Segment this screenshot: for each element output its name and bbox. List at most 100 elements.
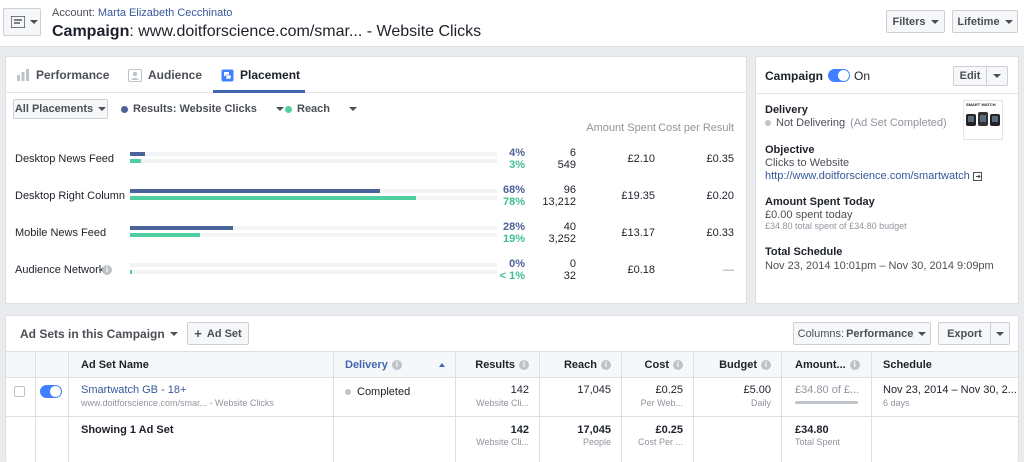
amount-spent: £13.17 bbox=[621, 227, 655, 239]
col-divider bbox=[455, 352, 456, 462]
results-count: 96 bbox=[563, 184, 576, 196]
tab-performance[interactable]: Performance bbox=[16, 68, 109, 82]
results-count: 6 bbox=[569, 147, 576, 159]
col-amount-spent: Amount Spent bbox=[586, 122, 656, 134]
campaign-menu-button[interactable] bbox=[3, 8, 41, 36]
row-checkbox[interactable] bbox=[14, 386, 25, 397]
side-divider bbox=[756, 93, 1018, 94]
adset-reach: 17,045 bbox=[577, 384, 611, 396]
chevron-down-icon bbox=[930, 19, 939, 24]
chevron-down-icon bbox=[1004, 19, 1013, 24]
info-icon[interactable]: i bbox=[761, 359, 771, 370]
add-adset-button[interactable]: + Ad Set bbox=[187, 322, 249, 345]
filters-label: Filters bbox=[892, 15, 926, 28]
reach-count: 3,252 bbox=[548, 233, 576, 245]
tab-audience[interactable]: Audience bbox=[128, 68, 202, 82]
columns-button[interactable]: Columns: Performance bbox=[793, 322, 931, 345]
header-results-label: Results bbox=[475, 358, 515, 371]
header-adset-name[interactable]: Ad Set Name bbox=[81, 358, 149, 371]
chevron-down-icon bbox=[169, 332, 178, 336]
total-reach: 17,045 bbox=[577, 424, 611, 436]
adset-budget-sub: Daily bbox=[750, 398, 771, 408]
adset-toggle[interactable] bbox=[40, 385, 62, 398]
results-count: 0 bbox=[569, 258, 576, 270]
legend-reach[interactable]: Reach bbox=[285, 103, 358, 115]
chevron-down-icon bbox=[275, 107, 284, 111]
header-results[interactable]: Results i bbox=[456, 352, 529, 377]
reach-bar bbox=[130, 270, 132, 274]
amount-spent: £0.18 bbox=[627, 264, 655, 276]
info-icon[interactable]: i bbox=[391, 359, 402, 370]
legend-reach-swatch bbox=[285, 105, 292, 113]
reach-pct: 19% bbox=[502, 233, 525, 245]
watch-image-icon bbox=[966, 112, 1000, 126]
amount-progress-bar bbox=[795, 401, 858, 404]
legend-results-swatch bbox=[121, 105, 128, 113]
adset-results: 142 bbox=[510, 384, 529, 396]
info-icon[interactable]: i bbox=[673, 359, 683, 370]
adset-budget: £5.00 bbox=[743, 384, 771, 396]
campaign-name: : www.doitforscience.com/smar... - Websi… bbox=[129, 23, 482, 40]
toggle-state: On bbox=[854, 69, 871, 83]
total-results-sub: Website Cli... bbox=[476, 437, 529, 447]
results-pct: 0% bbox=[509, 258, 525, 270]
results-bar bbox=[130, 189, 380, 193]
page-title: Campaign: www.doitforscience.com/smar...… bbox=[52, 23, 481, 41]
campaign-toggle[interactable] bbox=[828, 69, 850, 82]
tab-audience-label: Audience bbox=[148, 68, 203, 82]
edit-menu-button[interactable] bbox=[986, 66, 1008, 86]
edit-button[interactable]: Edit bbox=[953, 66, 987, 86]
cost-per-result: £0.20 bbox=[706, 190, 734, 202]
reach-count: 549 bbox=[557, 159, 576, 171]
col-divider bbox=[693, 352, 694, 462]
objective-link[interactable]: http://www.doitforscience.com/smartwatch bbox=[765, 170, 970, 182]
col-divider bbox=[781, 352, 782, 462]
placement-label: Mobile News Feed bbox=[15, 227, 107, 239]
objective-url[interactable]: http://www.doitforscience.com/smartwatch bbox=[765, 170, 982, 182]
header-cost[interactable]: Cost i bbox=[622, 352, 683, 377]
info-icon[interactable]: i bbox=[102, 265, 112, 275]
results-pct: 4% bbox=[509, 147, 525, 159]
placements-filter-button[interactable]: All Placements bbox=[13, 99, 108, 119]
sort-ascending-icon bbox=[439, 362, 445, 367]
info-icon[interactable]: i bbox=[519, 359, 529, 370]
header-delivery[interactable]: Delivery i bbox=[345, 352, 445, 377]
header-amount[interactable]: Amount... i bbox=[795, 352, 860, 377]
adset-schedule-sub: 6 days bbox=[883, 398, 910, 408]
header-reach[interactable]: Reach i bbox=[540, 352, 611, 377]
filters-button[interactable]: Filters bbox=[886, 10, 945, 33]
results-bar-track bbox=[130, 152, 497, 156]
adsets-title-label: Ad Sets in this Campaign bbox=[20, 327, 165, 341]
reach-bar-track bbox=[130, 159, 497, 163]
legend-results[interactable]: Results: Website Clicks bbox=[121, 103, 284, 115]
reach-bar bbox=[130, 233, 200, 237]
adset-delivery: Completed bbox=[345, 386, 410, 398]
results-bar bbox=[130, 226, 233, 230]
total-cost-sub: Cost Per ... bbox=[637, 437, 683, 447]
reach-count: 32 bbox=[563, 270, 576, 282]
cost-per-result: £0.35 bbox=[706, 153, 734, 165]
reach-bar-track bbox=[130, 270, 497, 274]
table-header-bg bbox=[6, 352, 1018, 377]
header-schedule[interactable]: Schedule bbox=[883, 358, 932, 371]
chevron-down-icon bbox=[349, 107, 358, 111]
account-link[interactable]: Marta Elizabeth Cecchinato bbox=[97, 7, 233, 19]
total-reach-sub: People bbox=[582, 437, 611, 447]
tab-placement[interactable]: Placement bbox=[221, 68, 300, 82]
reach-bar-track bbox=[130, 196, 497, 200]
placement-label: Desktop News Feed bbox=[15, 153, 115, 165]
results-bar-track bbox=[130, 189, 497, 193]
adsets-title[interactable]: Ad Sets in this Campaign bbox=[20, 327, 178, 341]
info-icon[interactable]: i bbox=[849, 359, 860, 370]
col-divider bbox=[871, 352, 872, 462]
adset-name-link[interactable]: Smartwatch GB - 18+ bbox=[81, 384, 187, 396]
cost-per-result: — bbox=[723, 264, 734, 276]
table-top-border bbox=[6, 351, 1018, 352]
adset-cost-sub: Per Web... bbox=[640, 398, 683, 408]
placement-label: Desktop Right Column bbox=[15, 190, 126, 202]
info-icon[interactable]: i bbox=[601, 359, 611, 370]
header-budget[interactable]: Budget i bbox=[694, 352, 771, 377]
export-button[interactable]: Export bbox=[938, 322, 991, 345]
lifetime-button[interactable]: Lifetime bbox=[952, 10, 1018, 33]
export-menu-button[interactable] bbox=[990, 322, 1010, 345]
